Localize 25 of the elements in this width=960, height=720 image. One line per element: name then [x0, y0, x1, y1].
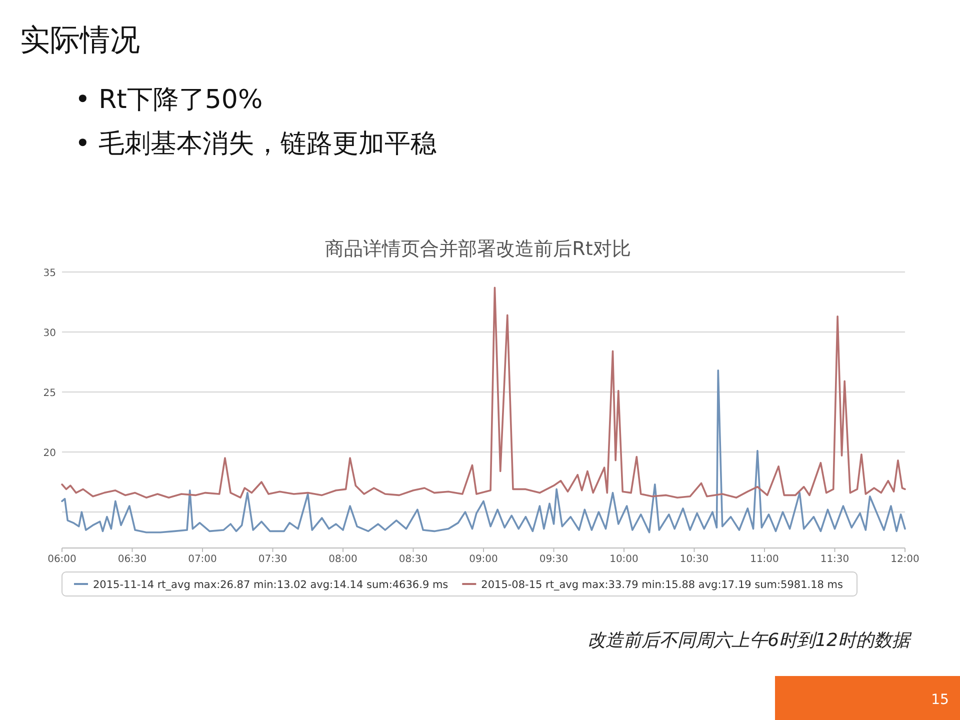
x-tick-label: 11:30 — [820, 554, 850, 565]
x-tick-label: 10:30 — [680, 554, 709, 565]
x-tick-label: 12:00 — [890, 554, 920, 565]
x-tick-label: 07:00 — [188, 554, 217, 565]
x-tick-label: 09:00 — [469, 554, 498, 565]
text: • Rt下降了50% — [75, 85, 263, 115]
chart-subtitle: 商品详情页合并部署改造前后Rt对比 — [325, 238, 631, 260]
chart-title: 实际情况 — [20, 23, 140, 58]
y-tick-label: 25 — [43, 388, 56, 399]
x-tick-label: 09:30 — [539, 554, 568, 565]
legend-label: 2015-11-14 rt_avg max:26.87 min:13.02 avg:14.14 sum:4636.9 ms — [93, 579, 448, 591]
x-tick-label: 11:00 — [750, 554, 779, 565]
y-tick-label: 20 — [43, 448, 56, 459]
text: • 毛刺基本消失，链路更加平稳 — [75, 129, 437, 159]
text: 改造前后不同周六上午6时到12时的数据 — [588, 630, 912, 651]
y-tick-label: 30 — [43, 328, 56, 339]
x-tick-label: 08:30 — [398, 554, 428, 565]
legend-label: 2015-08-15 rt_avg max:33.79 min:15.88 avg:17.19 sum:5981.18 ms — [481, 579, 843, 591]
y-tick-label: 35 — [43, 268, 56, 279]
x-tick-label: 07:30 — [258, 554, 288, 565]
x-tick-label: 06:00 — [48, 554, 76, 565]
x-tick-label: 06:30 — [118, 554, 147, 565]
text: 15 — [931, 692, 949, 708]
x-tick-label: 08:00 — [328, 554, 358, 565]
x-tick-label: 10:00 — [610, 554, 638, 565]
